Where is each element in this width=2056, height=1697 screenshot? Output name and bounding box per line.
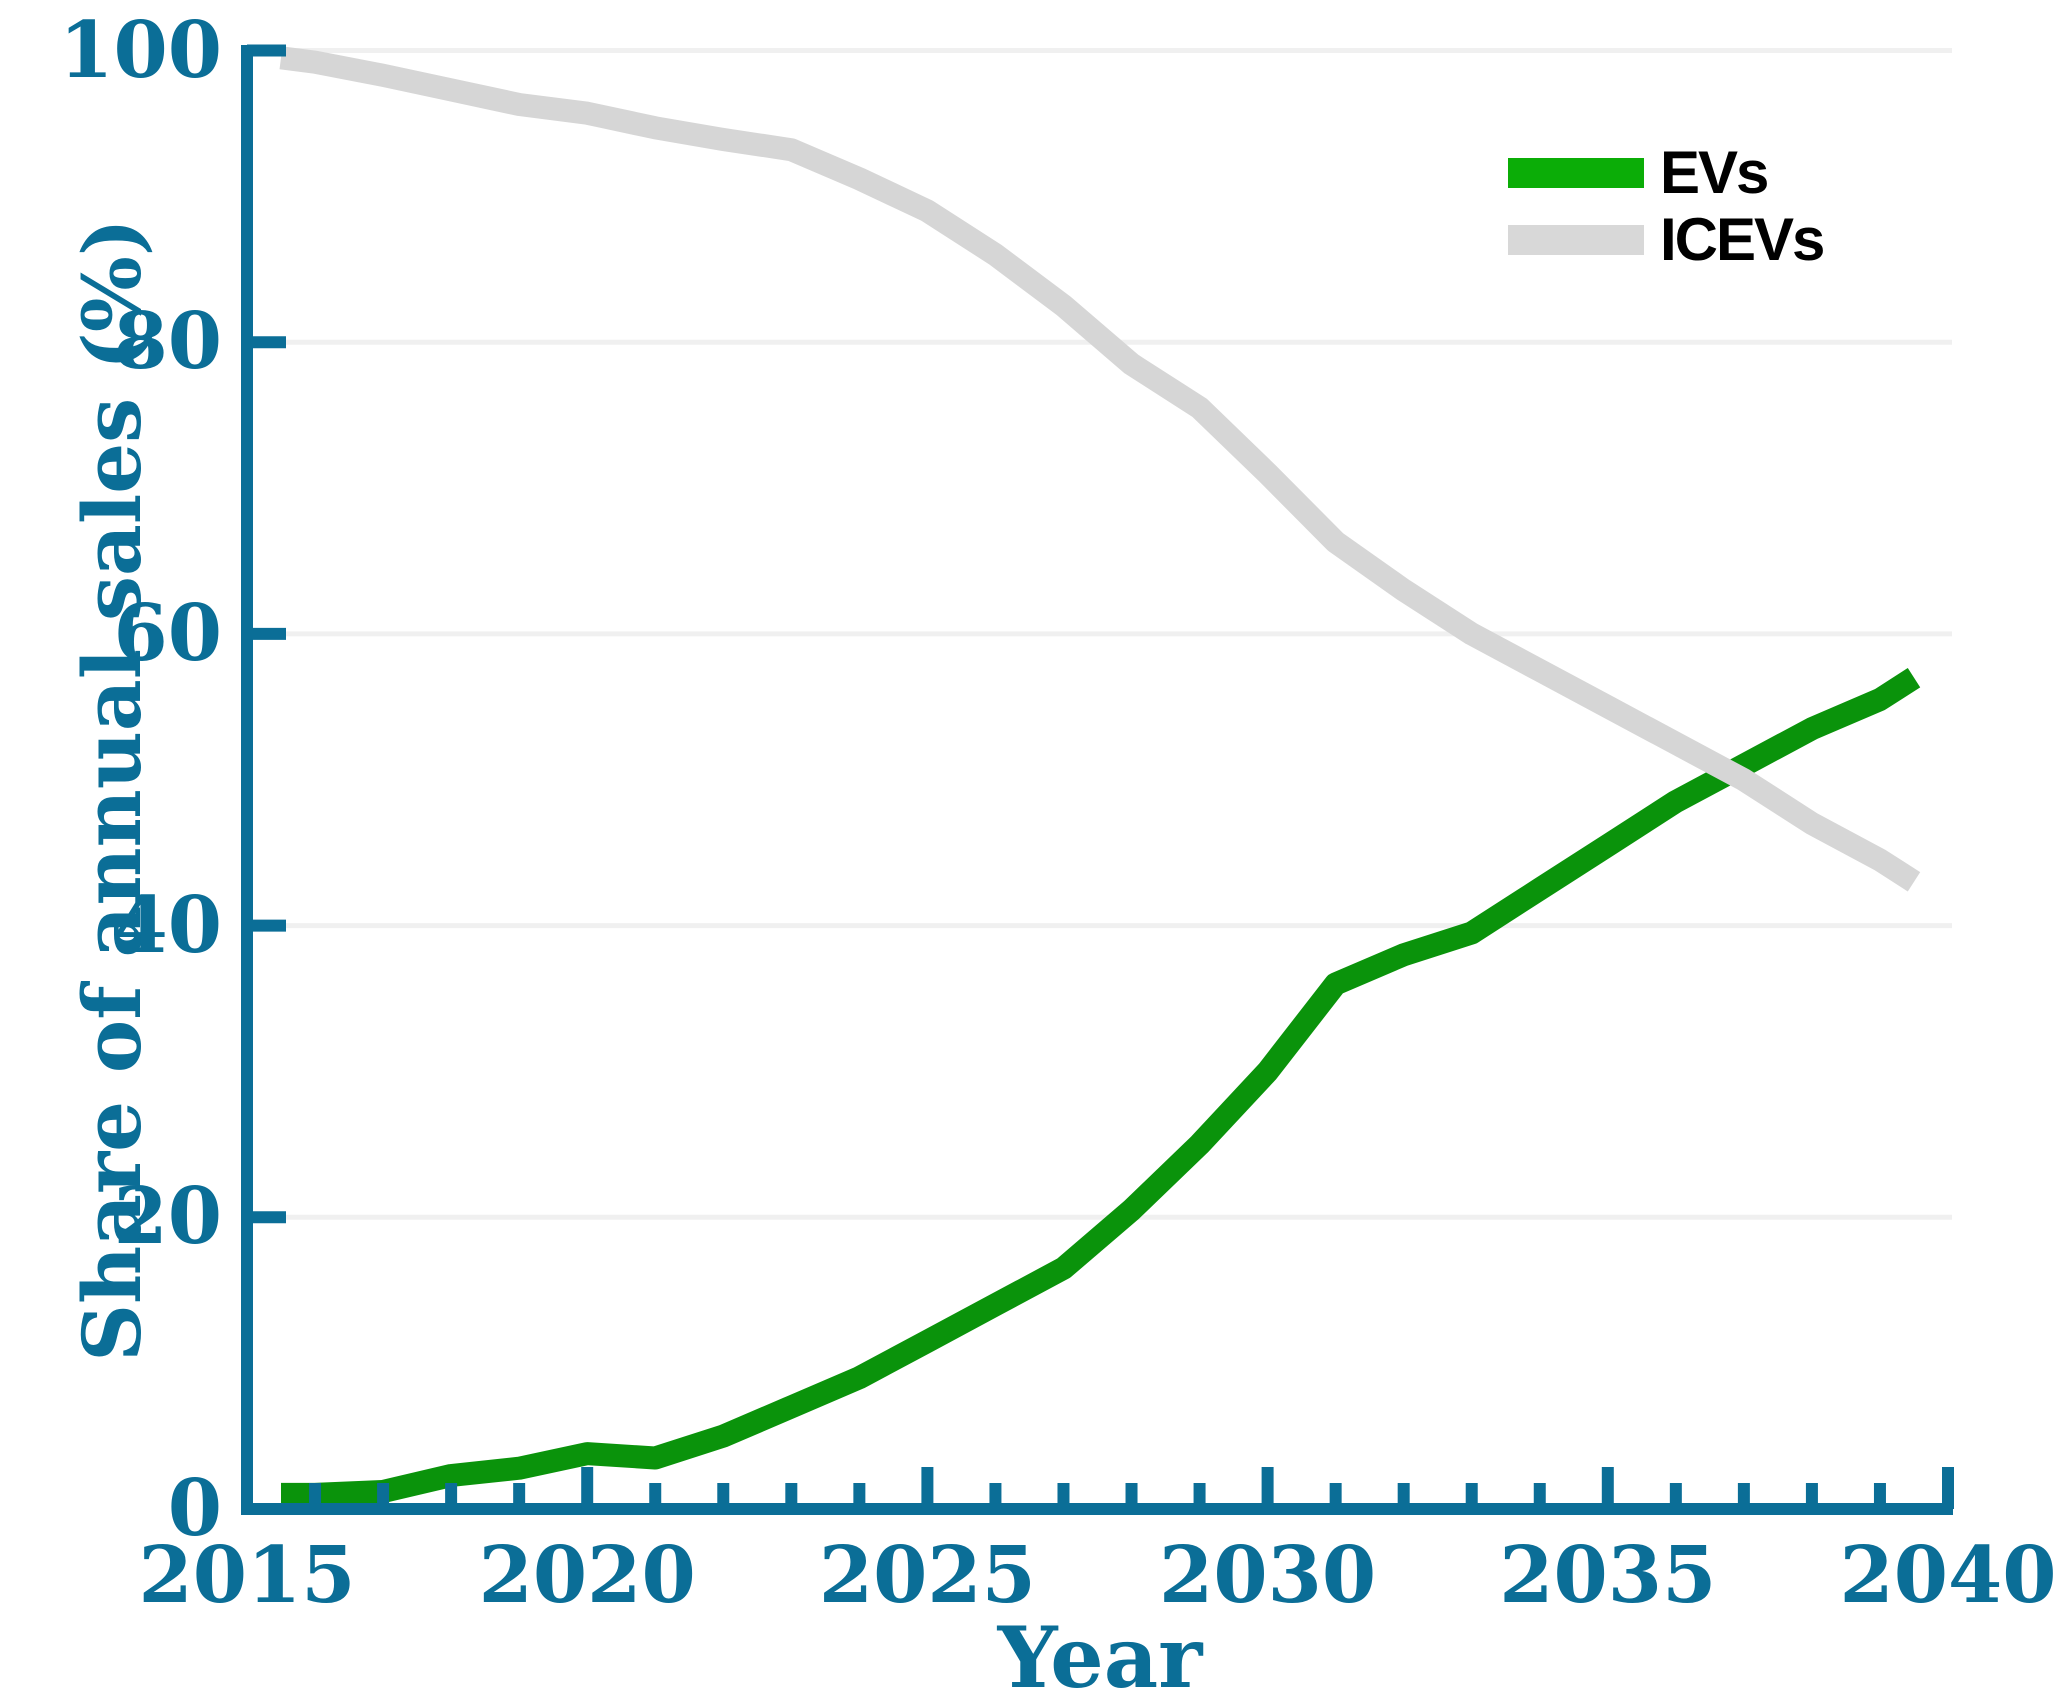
y-tick-label-60: 60 bbox=[113, 587, 222, 679]
x-tick-label-2035: 2035 bbox=[1499, 1530, 1717, 1621]
y-tick-label-0: 0 bbox=[167, 1463, 222, 1554]
x-axis-label: Year bbox=[997, 1608, 1203, 1697]
y-axis-label: Share of annual sales (%) bbox=[65, 218, 159, 1362]
y-tick-label-20: 20 bbox=[113, 1171, 222, 1263]
series-line-icevs bbox=[279, 46, 1921, 892]
x-tick-label-2025: 2025 bbox=[818, 1530, 1036, 1621]
icevs-legend-swatch bbox=[1508, 224, 1644, 255]
y-tick-label-100: 100 bbox=[59, 4, 222, 96]
x-tick-label-2015: 2015 bbox=[138, 1530, 356, 1621]
y-tick-label-80: 80 bbox=[113, 296, 222, 388]
legend-item-evs: EVs bbox=[1508, 139, 1823, 206]
x-tick-label-2020: 2020 bbox=[478, 1530, 696, 1621]
icevs-legend-label: ICEVs bbox=[1660, 205, 1825, 273]
legend: EVs ICEVs bbox=[1508, 139, 1825, 273]
series-line-evs bbox=[281, 668, 1921, 1506]
evs-legend-swatch bbox=[1508, 157, 1644, 188]
evs-legend-label: EVs bbox=[1660, 138, 1769, 206]
x-tick-label-2030: 2030 bbox=[1159, 1530, 1377, 1621]
y-tick-label-40: 40 bbox=[113, 879, 222, 971]
legend-item-icevs: ICEVs bbox=[1508, 205, 1825, 273]
x-tick-label-2040: 2040 bbox=[1839, 1530, 2056, 1621]
